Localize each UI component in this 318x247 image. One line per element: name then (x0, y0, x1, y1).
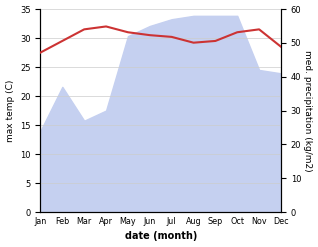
Y-axis label: max temp (C): max temp (C) (5, 79, 15, 142)
X-axis label: date (month): date (month) (125, 231, 197, 242)
Y-axis label: med. precipitation (kg/m2): med. precipitation (kg/m2) (303, 50, 313, 171)
